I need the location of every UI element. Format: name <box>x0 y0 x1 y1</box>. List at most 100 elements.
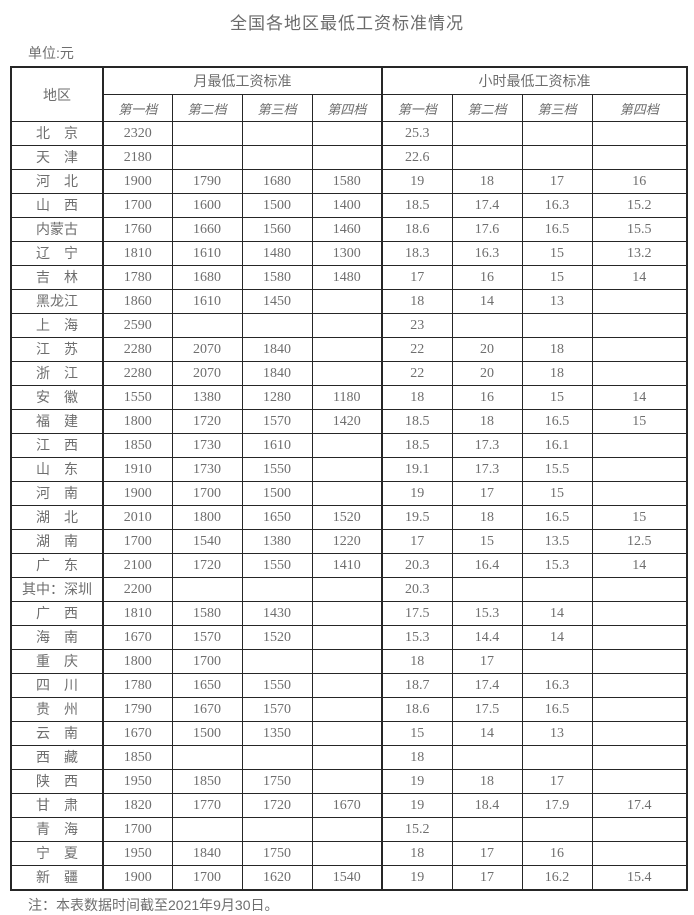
monthly-section-header: 月最低工资标准 <box>102 66 383 95</box>
region-cell: 福 建 <box>10 409 104 434</box>
table-row: 新 疆 1900 1700 1620 1540 19 17 16.2 15.4 <box>10 865 688 891</box>
monthly-tier-3-value: 1380 <box>241 529 313 554</box>
monthly-tier-3-value: 1500 <box>241 481 313 506</box>
monthly-tier-4-value <box>311 289 383 314</box>
monthly-tier-1-value: 1950 <box>102 841 173 866</box>
monthly-tier-2-value: 1540 <box>171 529 243 554</box>
hourly-tier-1-value: 18.6 <box>381 217 453 242</box>
hourly-tier-2-value: 17 <box>451 481 523 506</box>
monthly-tier-1-value: 1900 <box>102 865 173 891</box>
hourly-tier-4-value: 17.4 <box>591 793 688 818</box>
monthly-tier-1-value: 1780 <box>102 265 173 290</box>
hourly-tier-3-value: 15.3 <box>521 553 593 578</box>
hourly-tier-1-value: 18.5 <box>381 409 453 434</box>
monthly-tier-1-value: 1810 <box>102 601 173 626</box>
hourly-tier-4-value <box>591 721 688 746</box>
monthly-tier-1-value: 1550 <box>102 385 173 410</box>
table-row: 安 徽 1550 1380 1280 1180 18 16 15 14 <box>10 385 688 410</box>
table-row: 山 西 1700 1600 1500 1400 18.5 17.4 16.3 15.2 <box>10 193 688 218</box>
monthly-tier-1-value: 1760 <box>102 217 173 242</box>
region-cell: 河 北 <box>10 169 104 194</box>
monthly-tier-4-value <box>311 337 383 362</box>
monthly-tier-2-value: 1670 <box>171 697 243 722</box>
hourly-tier-3-value: 16.3 <box>521 193 593 218</box>
monthly-tier-1-value: 1800 <box>102 649 173 674</box>
monthly-tier-1-value: 1900 <box>102 169 173 194</box>
table-row: 黑龙江 1860 1610 1450 18 14 13 <box>10 289 688 314</box>
header-row-tiers: 第一档 第二档 第三档 第四档 第一档 第二档 第三档 第四档 <box>11 94 688 122</box>
hourly-tier-3-value: 15.5 <box>521 457 593 482</box>
hourly-tier-4-value <box>591 577 688 602</box>
table-row: 河 北 1900 1790 1680 1580 19 18 17 16 <box>10 169 688 194</box>
hourly-tier-1-value: 18.5 <box>381 193 453 218</box>
hourly-tier-1-value: 18.3 <box>381 241 453 266</box>
region-cell: 湖 北 <box>10 505 104 530</box>
monthly-tier-2-value: 1600 <box>171 193 243 218</box>
table-row: 山 东 1910 1730 1550 19.1 17.3 15.5 <box>10 457 688 482</box>
hourly-tier-1-value: 17 <box>381 529 453 554</box>
monthly-tier-2-value: 1720 <box>171 409 243 434</box>
hourly-tier-4-value <box>591 337 688 362</box>
monthly-tier-1-value: 2200 <box>102 577 173 602</box>
header-row-sections: 地区 月最低工资标准 小时最低工资标准 <box>10 66 688 122</box>
hourly-tier-2-value: 17 <box>451 865 523 891</box>
region-cell: 天 津 <box>10 145 104 170</box>
hourly-tier-2-value <box>451 313 523 338</box>
region-cell: 北 京 <box>10 121 104 146</box>
table-row: 云 南 1670 1500 1350 15 14 13 <box>10 721 688 746</box>
monthly-tier-2-value: 1850 <box>171 769 243 794</box>
hourly-tier-2-value <box>451 817 523 842</box>
region-cell: 青 海 <box>10 817 104 842</box>
hourly-tier-2-value: 18 <box>451 409 523 434</box>
hourly-tier-3-value <box>521 817 593 842</box>
hourly-tier-1-value: 17 <box>381 265 453 290</box>
hourly-tier-1-value: 15.2 <box>381 817 453 842</box>
hourly-tier-1-value: 18 <box>381 841 453 866</box>
hourly-tier-1-value: 17.5 <box>381 601 453 626</box>
monthly-tier-4-value <box>311 601 383 626</box>
monthly-tier-4-value: 1480 <box>311 265 383 290</box>
hourly-tier-3-value: 18 <box>521 361 593 386</box>
monthly-tier-2-value: 1380 <box>171 385 243 410</box>
monthly-tier-3-value <box>241 577 313 602</box>
hourly-tier-3-value: 14 <box>521 601 593 626</box>
region-cell: 安 徽 <box>10 385 104 410</box>
hourly-tier-2-value <box>451 121 523 146</box>
monthly-tier-3-value: 1620 <box>241 865 313 891</box>
hourly-tier-2-value: 17.6 <box>451 217 523 242</box>
hourly-tier-2-value: 16 <box>451 385 523 410</box>
monthly-tier-1-value: 1900 <box>102 481 173 506</box>
monthly-tier-3-value: 1550 <box>241 457 313 482</box>
hourly-tier-4-value <box>591 625 688 650</box>
hourly-tier-2-value: 16 <box>451 265 523 290</box>
monthly-tier-4-value: 1540 <box>311 865 383 891</box>
monthly-tier-4-value <box>311 817 383 842</box>
hourly-tier-1-value: 18 <box>381 289 453 314</box>
hourly-tier-4-value <box>591 433 688 458</box>
monthly-tier-1-value: 1700 <box>102 529 173 554</box>
hourly-tier-2-value: 16.4 <box>451 553 523 578</box>
region-cell: 山 西 <box>10 193 104 218</box>
monthly-tier-3-value: 1840 <box>241 337 313 362</box>
table-row: 广 西 1810 1580 1430 17.5 15.3 14 <box>10 601 688 626</box>
hourly-tier-3-value: 13 <box>521 721 593 746</box>
hourly-tier-4-value: 15 <box>591 409 688 434</box>
monthly-tier-3-value: 1570 <box>241 697 313 722</box>
hourly-tier-1-value: 18.7 <box>381 673 453 698</box>
monthly-tier-3-value: 1750 <box>241 769 313 794</box>
monthly-tier-1-value: 1700 <box>102 193 173 218</box>
monthly-tier-1-value: 2010 <box>102 505 173 530</box>
monthly-tier-4-value <box>311 313 383 338</box>
hourly-tier-4-value <box>591 289 688 314</box>
monthly-tier-2-header: 第二档 <box>171 94 243 122</box>
monthly-tier-1-value: 1860 <box>102 289 173 314</box>
hourly-tier-3-value: 17.9 <box>521 793 593 818</box>
hourly-tier-3-value: 15 <box>521 481 593 506</box>
hourly-tier-4-value <box>591 361 688 386</box>
hourly-tier-1-value: 20.3 <box>381 553 453 578</box>
hourly-tier-1-value: 19 <box>381 169 453 194</box>
table-row: 湖 北 2010 1800 1650 1520 19.5 18 16.5 15 <box>10 505 688 530</box>
monthly-tier-2-value: 1720 <box>171 553 243 578</box>
hourly-tier-4-value: 12.5 <box>591 529 688 554</box>
table-row: 江 苏 2280 2070 1840 22 20 18 <box>10 337 688 362</box>
